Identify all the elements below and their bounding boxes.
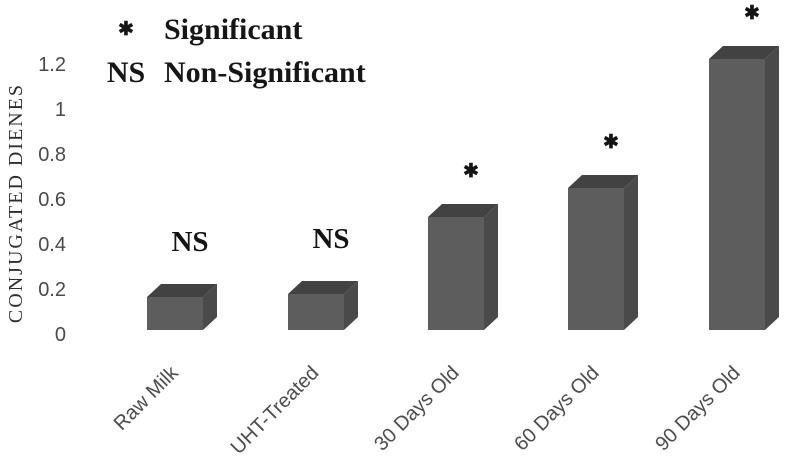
x-label-uht-treated: UHT-Treated xyxy=(226,362,324,459)
bar-front-face xyxy=(709,59,765,330)
y-tick-label: 0 xyxy=(54,324,66,346)
x-label-raw-milk: Raw Milk xyxy=(109,362,183,435)
bar-side-face xyxy=(484,203,498,330)
bar-front-face xyxy=(147,297,203,330)
bar-front-face xyxy=(288,294,344,330)
marker-significant-asterisk: ✱ xyxy=(603,132,619,153)
legend-label-significant: Significant xyxy=(164,12,303,46)
legend-item-significant: ✱ Significant xyxy=(100,8,366,51)
y-tick-label: 0.8 xyxy=(38,144,66,166)
x-label-90-days-old: 90 Days Old xyxy=(651,362,745,456)
y-axis-tick-labels: 1.2 1 0.8 0.6 0.4 0.2 0 xyxy=(0,51,66,349)
marker-significant-asterisk: ✱ xyxy=(744,3,760,24)
y-tick-label: 1 xyxy=(54,99,66,121)
legend: ✱ Significant NS Non-Significant xyxy=(100,8,366,94)
asterisk-icon: ✱ xyxy=(118,19,134,40)
bar-front-face xyxy=(428,217,484,330)
legend-item-non-significant: NS Non-Significant xyxy=(100,51,366,94)
y-tick-label: 0.4 xyxy=(38,234,66,256)
marker-non-significant: NS xyxy=(171,226,209,258)
bar-side-face xyxy=(624,174,638,330)
legend-label-non-significant: Non-Significant xyxy=(164,55,366,89)
bar-front-face xyxy=(568,188,624,330)
marker-non-significant: NS xyxy=(312,223,350,255)
marker-significant-asterisk: ✱ xyxy=(463,161,479,182)
x-label-60-days-old: 60 Days Old xyxy=(510,362,604,456)
x-label-30-days-old: 30 Days Old xyxy=(370,362,464,456)
y-tick-label: 1.2 xyxy=(38,54,66,76)
bar-side-face xyxy=(765,45,779,330)
y-tick-label: 0.2 xyxy=(38,279,66,301)
ns-symbol: NS xyxy=(106,55,146,89)
y-tick-label: 0.6 xyxy=(38,189,66,211)
